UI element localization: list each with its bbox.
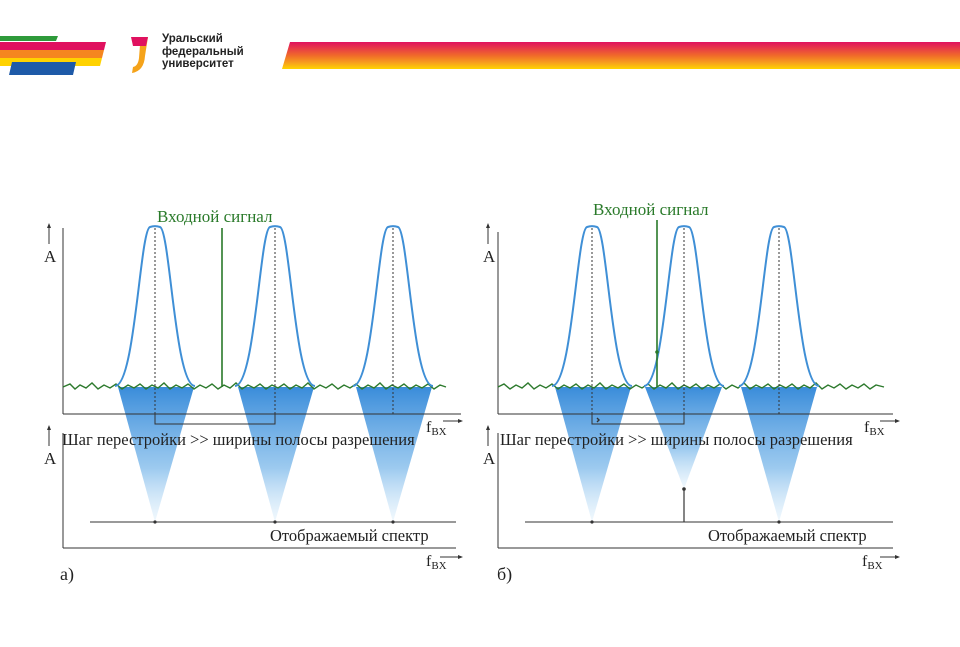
panel-a-label: а) (60, 564, 74, 585)
panel-a-cone-3 (356, 387, 432, 522)
panel-a-step-caption: Шаг перестройки >> ширины полосы разреше… (62, 430, 415, 449)
panel-b-upper-amplitude-label: A (483, 247, 496, 266)
panel-b-filter-curve-1 (551, 225, 633, 387)
panel-b-cones (555, 387, 817, 522)
panel-a-filter-curve-3 (352, 225, 434, 387)
panel-a-cones (118, 387, 432, 522)
panel-a-filter-curve-2 (234, 225, 316, 387)
panel-a: Входной сигнал A A Шаг перестройки >> ши… (44, 207, 463, 585)
panel-b: Входной сигнал A A Шаг перестройки >> ши… (483, 200, 900, 585)
panel-a-input-signal-label: Входной сигнал (157, 207, 273, 226)
panel-b-step-caption: Шаг перестройки >> ширины полосы разреше… (500, 430, 853, 449)
panel-a-display-caption: Отображаемый спектр (270, 526, 429, 545)
panel-b-filter-curve-2 (643, 225, 725, 387)
panel-a-lower-amplitude-label: A (44, 449, 57, 468)
panel-b-cone-1 (555, 387, 631, 522)
panel-b-display-caption: Отображаемый спектр (708, 526, 867, 545)
university-name-line-2: федеральный (162, 45, 244, 58)
university-name: Уральский федеральный университет (162, 33, 244, 71)
panel-a-upper-amplitude-label: A (44, 247, 57, 266)
panel-a-filter-curve-1 (114, 225, 196, 387)
blue-stripe (9, 62, 76, 75)
header-banner: Уральский федеральный университет (0, 0, 960, 90)
red-stripe (0, 42, 106, 50)
panel-b-cone-2 (645, 387, 722, 489)
green-stripe (0, 36, 58, 41)
panel-a-lower-freq-label: fBX (426, 553, 447, 572)
panel-b-upper-freq-label: fBX (864, 419, 885, 438)
panel-a-cone-1 (118, 387, 194, 522)
panel-b-label: б) (497, 564, 512, 585)
panel-a-cone-2 (238, 387, 314, 522)
university-name-line-1: Уральский (162, 33, 223, 45)
panel-a-upper-freq-label: fBX (426, 419, 447, 438)
orange-stripe (0, 50, 104, 58)
panel-b-cone-3 (741, 387, 817, 522)
panel-b-step-bracket (591, 414, 685, 425)
panel-b-input-signal-label: Входной сигнал (593, 200, 709, 219)
panel-b-filter-curve-3 (738, 225, 820, 387)
panel-a-noise-floor (62, 382, 447, 390)
panel-b-lower-freq-label: fBX (862, 553, 883, 572)
university-name-line-3: университет (162, 58, 234, 70)
panel-a-step-bracket (154, 414, 276, 425)
main-stripe (282, 42, 960, 69)
panel-b-lower-amplitude-label: A (483, 449, 496, 468)
brand-stripes (0, 36, 960, 75)
